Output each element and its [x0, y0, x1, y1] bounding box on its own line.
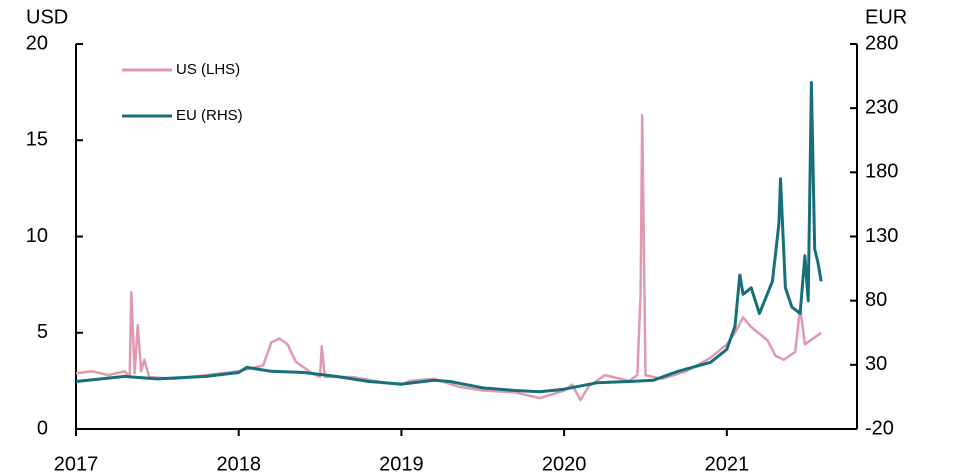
- y-tick-label: 15: [26, 129, 48, 151]
- x-tick-label: 2019: [379, 453, 424, 475]
- x-tick-label: 2018: [216, 453, 261, 475]
- y2-tick-label: 130: [865, 225, 898, 247]
- x-tick-label: 2021: [705, 453, 750, 475]
- y2-tick-label: 80: [865, 289, 887, 311]
- x-tick-label: 2020: [542, 453, 587, 475]
- y2-tick-label: 30: [865, 353, 887, 375]
- y-tick-label: 20: [26, 32, 48, 54]
- legend-label: US (LHS): [176, 61, 240, 78]
- y2-axis-label: EUR: [865, 6, 907, 28]
- x-tick-label: 2017: [54, 453, 99, 475]
- y-tick-label: 0: [37, 417, 48, 439]
- y-axis-label: USD: [26, 6, 68, 28]
- line-series: [75, 113, 822, 402]
- legend-label: EU (RHS): [176, 107, 243, 124]
- line-series: [75, 81, 823, 394]
- y2-tick-label: 180: [865, 161, 898, 183]
- y-tick-label: 10: [26, 225, 48, 247]
- y-tick-label: 5: [37, 321, 48, 343]
- y2-tick-label: 230: [865, 96, 898, 118]
- y2-tick-label: 280: [865, 32, 898, 54]
- y2-tick-label: -20: [865, 417, 894, 439]
